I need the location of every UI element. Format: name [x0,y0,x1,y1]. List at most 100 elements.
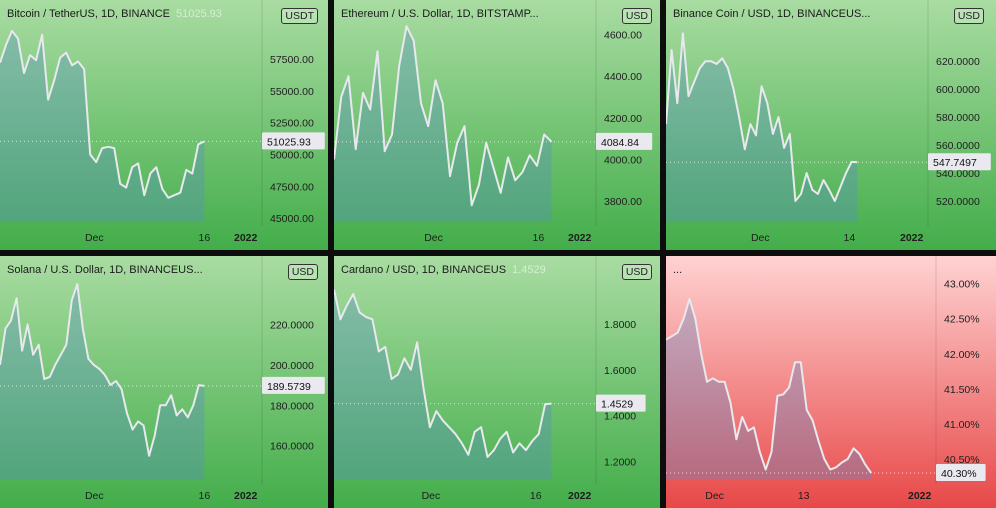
y-tick-label: 160.0000 [270,441,314,453]
price-tag [928,153,991,171]
y-tick-label: 43.00% [944,279,980,291]
price-line[interactable] [666,298,873,474]
price-tag-label: 4084.84 [601,137,639,149]
y-tick-label: 50000.00 [270,149,314,161]
price-area-fill [666,33,858,223]
x-tick-year-label: 2022 [234,490,258,502]
chart-background [334,256,660,508]
chart-title-text: Binance Coin / USD, 1D, BINANCEUS... [673,8,871,20]
y-tick-label: 520.0000 [936,196,980,208]
x-tick-label: 16 [199,490,211,502]
y-tick-label: 4000.00 [604,155,642,167]
currency-badge[interactable]: USD [287,264,318,280]
price-tag [596,132,653,150]
chart-svg[interactable]: 43.00% 42.50% 42.00% 41.50% 41.00% 40.50% 40.3… [666,256,996,508]
x-tick-label: 14 [844,232,856,244]
chart-panel-bnb[interactable]: 620.0000 600.0000 580.0000 560.0000 540.0000… [666,0,996,250]
chart-svg[interactable]: 1.8000 1.6000 1.4000 1.2000 1.4529 Dec 16 2022 [334,256,660,508]
chart-title: Solana / U.S. Dollar, 1D, BINANCEUS... [7,264,203,276]
chart-title-text: Bitcoin / TetherUS, 1D, BINANCE [7,8,171,20]
y-tick-label: 47500.00 [270,181,314,193]
x-tick-label: 16 [533,232,545,244]
y-tick-label: 42.00% [944,349,980,361]
price-line[interactable] [334,289,552,458]
chart-svg[interactable]: 620.0000 600.0000 580.0000 560.0000 540.0000… [666,0,996,250]
chart-title-text: Cardano / USD, 1D, BINANCEUS [341,264,507,276]
y-tick-label: 560.0000 [936,140,980,152]
chart-title-text: Solana / U.S. Dollar, 1D, BINANCEUS... [7,264,203,276]
price-line[interactable] [666,32,858,202]
x-tick-label: 13 [798,490,810,502]
title-last-value: 1.4529 [512,264,546,276]
price-line[interactable] [0,29,205,199]
x-tick-label: Dec [422,490,441,502]
y-tick-label: 40.50% [944,454,980,466]
x-tick-year-label: 2022 [908,490,932,502]
y-tick-label: 1.2000 [604,457,636,469]
x-tick-year-label: 2022 [568,490,592,502]
chart-background [0,0,328,250]
y-tick-label: 600.0000 [936,84,980,96]
price-line[interactable] [0,283,205,457]
price-area-fill [666,299,872,480]
price-line[interactable] [334,25,553,207]
y-tick-label: 52500.00 [270,118,314,130]
y-tick-label: 4600.00 [604,30,642,42]
x-tick-label: Dec [85,490,104,502]
y-tick-label: 42.50% [944,314,980,326]
y-tick-label: 57500.00 [270,54,314,66]
chart-background [334,0,660,250]
price-tag-label: 40.30% [941,468,977,480]
price-area-fill [334,289,552,480]
price-tag-label: 51025.93 [267,136,311,148]
y-tick-label: 220.0000 [270,319,314,331]
x-tick-label: Dec [424,232,443,244]
chart-svg[interactable]: 4600.00 4400.00 4200.00 4000.00 3800.00 4084.… [334,0,660,250]
price-tag [262,376,325,394]
x-tick-label: Dec [85,232,104,244]
chart-title: Bitcoin / TetherUS, 1D, BINANCE 51025.93 [7,8,222,20]
chart-title: ... [673,264,682,276]
price-tag [936,463,986,481]
x-tick-label: Dec [705,490,724,502]
y-tick-label: 45000.00 [270,213,314,225]
price-tag-label: 547.7497 [933,157,977,169]
price-tag [262,132,325,150]
chart-title-text: Ethereum / U.S. Dollar, 1D, BITSTAMP... [341,8,539,20]
y-tick-label: 1.4000 [604,411,636,423]
currency-badge[interactable]: USD [621,264,652,280]
currency-badge[interactable]: USD [621,8,652,24]
x-tick-label: Dec [751,232,770,244]
chart-title: Ethereum / U.S. Dollar, 1D, BITSTAMP... [341,8,539,20]
currency-badge[interactable]: USD [953,8,984,24]
x-tick-year-label: 2022 [900,232,924,244]
chart-svg[interactable]: 220.0000 200.0000 180.0000 160.0000 189.5739… [0,256,328,508]
y-tick-label: 580.0000 [936,112,980,124]
price-area-fill [0,30,205,223]
y-tick-label: 55000.00 [270,86,314,98]
chart-svg[interactable]: 57500.00 55000.00 52500.00 50000.00 47500.00… [0,0,328,250]
price-tag-label: 1.4529 [601,399,633,411]
y-tick-label: 1.6000 [604,365,636,377]
y-tick-label: 4400.00 [604,71,642,83]
chart-background [666,0,996,250]
currency-badge[interactable]: USDT [281,8,318,24]
y-tick-label: 620.0000 [936,56,980,68]
chart-panel-ada[interactable]: 1.8000 1.6000 1.4000 1.2000 1.4529 Dec 16 2022 C… [334,256,660,508]
chart-panel-btc[interactable]: 57500.00 55000.00 52500.00 50000.00 47500.00… [0,0,328,250]
x-tick-label: 16 [199,232,211,244]
y-tick-label: 41.00% [944,419,980,431]
chart-panel-eth[interactable]: 4600.00 4400.00 4200.00 4000.00 3800.00 4084.… [334,0,660,250]
chart-panel-dominance[interactable]: 43.00% 42.50% 42.00% 41.50% 41.00% 40.50% 40.3… [666,256,996,508]
chart-title: Binance Coin / USD, 1D, BINANCEUS... [673,8,870,20]
x-tick-label: 16 [530,490,542,502]
chart-panel-sol[interactable]: 220.0000 200.0000 180.0000 160.0000 189.5739… [0,256,328,508]
price-tag [596,394,646,412]
y-tick-label: 41.50% [944,384,980,396]
y-tick-label: 540.0000 [936,168,980,180]
price-tag-label: 189.5739 [267,381,311,393]
price-area-fill [334,26,552,223]
x-tick-year-label: 2022 [234,232,258,244]
y-tick-label: 1.8000 [604,319,636,331]
chart-title-text: ... [673,264,683,276]
